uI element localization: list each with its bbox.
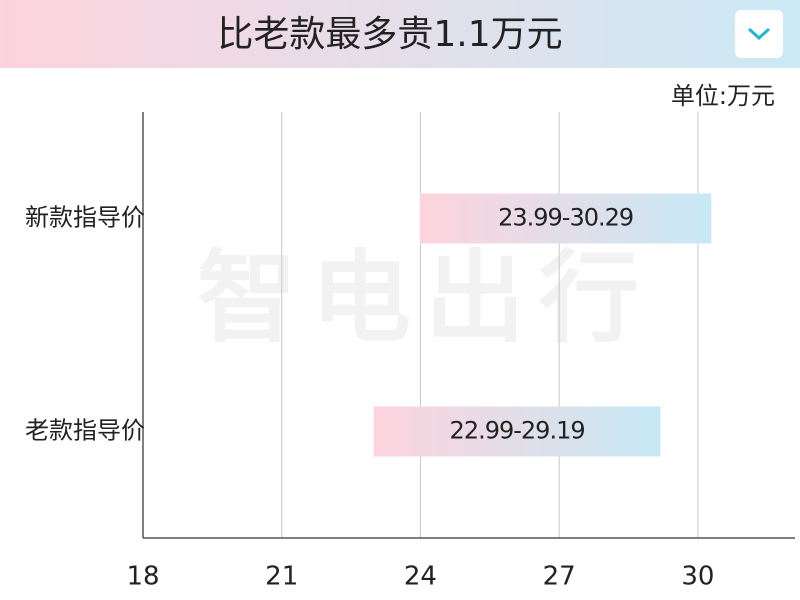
x-tick-label: 27 [543, 562, 576, 592]
range-bar [419, 193, 712, 244]
x-tick-label: 24 [404, 562, 437, 592]
x-tick-label: 21 [265, 562, 298, 592]
value-label: 22.99-29.19 [450, 417, 585, 445]
range-bar [373, 406, 661, 457]
dropdown-button[interactable] [735, 10, 783, 58]
dropdown-box[interactable] [735, 10, 783, 58]
unit-label: 单位:万元 [671, 82, 775, 110]
header-band [0, 0, 800, 68]
y-tick-label: 新款指导价 [25, 204, 145, 232]
y-tick-label: 老款指导价 [25, 417, 145, 445]
x-tick-label: 18 [126, 562, 159, 592]
value-label: 23.99-30.29 [498, 204, 633, 232]
chart-title: 比老款最多贵1.1万元 [217, 14, 562, 55]
x-tick-label: 30 [681, 562, 714, 592]
watermark: 智电出行 [197, 239, 653, 356]
chevron-icon[interactable] [747, 27, 771, 41]
